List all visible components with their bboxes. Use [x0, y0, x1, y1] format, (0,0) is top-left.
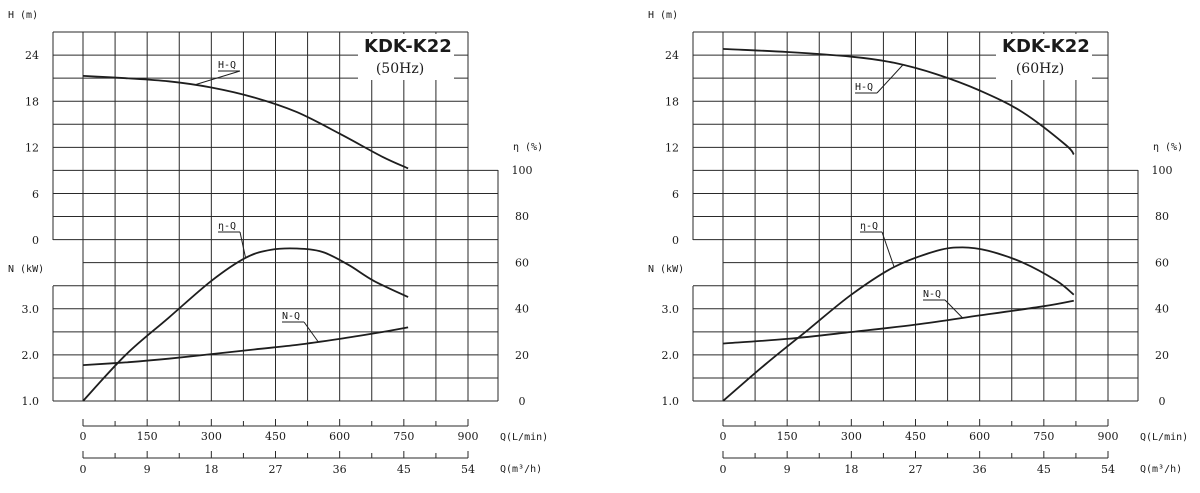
- eta-q-label: η-Q: [860, 221, 878, 232]
- q-m3h-tick-label: 36: [333, 463, 347, 476]
- h-q-label: H-Q: [218, 60, 236, 71]
- h-axis-label: H (m): [648, 10, 678, 21]
- h-tick-label: 12: [25, 142, 39, 155]
- chart-title: KDK-K22: [1002, 36, 1090, 57]
- n-tick-label: 3.0: [662, 303, 680, 316]
- eta-q-curve: [82, 247, 409, 402]
- q-m3h-axis-label: Q(m³/h): [500, 464, 542, 475]
- eta-q-leader: [239, 231, 247, 258]
- h-q-leader: [876, 64, 904, 94]
- q-m3h-tick-label: 54: [461, 463, 475, 476]
- eta-tick-label: 0: [519, 395, 526, 408]
- q-lmin-tick-label: 750: [393, 430, 414, 443]
- q-lmin-tick-label: 300: [841, 430, 862, 443]
- h-q-leader: [194, 70, 241, 86]
- eta-tick-label: 40: [515, 303, 529, 316]
- q-m3h-tick-label: 9: [784, 463, 791, 476]
- title-box: [358, 34, 454, 80]
- eta-tick-label: 60: [515, 256, 529, 269]
- h-q-label: H-Q: [855, 82, 873, 93]
- title-box: [996, 34, 1092, 80]
- q-lmin-tick-label: 450: [905, 430, 926, 443]
- n-q-label: N-Q: [282, 311, 300, 322]
- eta-tick-label: 20: [1155, 349, 1169, 362]
- q-m3h-tick-label: 18: [204, 463, 218, 476]
- h-tick-label: 0: [32, 234, 39, 247]
- eta-tick-label: 20: [515, 349, 529, 362]
- eta-tick-label: 80: [1155, 210, 1169, 223]
- eta-q-curve: [722, 246, 1075, 402]
- q-lmin-tick-label: 600: [329, 430, 350, 443]
- h-tick-label: 6: [672, 188, 679, 201]
- q-m3h-tick-label: 0: [720, 463, 727, 476]
- eta-tick-label: 40: [1155, 303, 1169, 316]
- h-tick-label: 18: [25, 95, 39, 108]
- h-q-curve: [82, 75, 409, 170]
- eta-tick-label: 0: [1159, 395, 1166, 408]
- n-tick-label: 2.0: [662, 349, 680, 362]
- chart-subtitle: (60Hz): [1016, 61, 1064, 77]
- chart-title: KDK-K22: [364, 36, 452, 57]
- h-tick-label: 0: [672, 234, 679, 247]
- eta-q-label: η-Q: [218, 221, 236, 232]
- q-m3h-tick-label: 18: [844, 463, 858, 476]
- q-lmin-tick-label: 0: [720, 430, 727, 443]
- q-lmin-tick-label: 900: [458, 430, 479, 443]
- q-lmin-axis-label: Q(L/min): [1140, 432, 1188, 443]
- h-q-curve: [722, 48, 1075, 156]
- h-tick-label: 18: [665, 95, 679, 108]
- q-m3h-tick-label: 45: [1037, 463, 1051, 476]
- n-q-leader: [944, 299, 963, 319]
- eta-tick-label: 100: [512, 164, 533, 177]
- eta-tick-label: 80: [515, 210, 529, 223]
- n-tick-label: 3.0: [22, 303, 40, 316]
- q-lmin-axis-label: Q(L/min): [500, 432, 548, 443]
- q-m3h-tick-label: 54: [1101, 463, 1115, 476]
- q-m3h-tick-label: 27: [269, 463, 283, 476]
- q-lmin-tick-label: 750: [1033, 430, 1054, 443]
- q-m3h-tick-label: 36: [973, 463, 987, 476]
- q-lmin-tick-label: 150: [137, 430, 158, 443]
- n-tick-label: 1.0: [22, 395, 40, 408]
- h-tick-label: 12: [665, 142, 679, 155]
- n-q-label: N-Q: [923, 289, 941, 300]
- n-q-leader: [303, 321, 319, 343]
- q-lmin-tick-label: 300: [201, 430, 222, 443]
- n-q-curve: [722, 299, 1074, 345]
- h-tick-label: 24: [25, 49, 39, 62]
- q-m3h-axis-label: Q(m³/h): [1140, 464, 1182, 475]
- q-lmin-tick-label: 150: [777, 430, 798, 443]
- q-lmin-tick-label: 900: [1098, 430, 1119, 443]
- h-axis-label: H (m): [8, 10, 38, 21]
- q-m3h-tick-label: 9: [144, 463, 151, 476]
- q-m3h-tick-label: 45: [397, 463, 411, 476]
- eta-axis-label: η (%): [1153, 142, 1183, 153]
- q-lmin-tick-label: 600: [969, 430, 990, 443]
- q-lmin-tick-label: 450: [265, 430, 286, 443]
- h-tick-label: 6: [32, 188, 39, 201]
- eta-tick-label: 60: [1155, 256, 1169, 269]
- n-q-curve: [82, 326, 409, 366]
- n-axis-label: N (kW): [648, 264, 684, 275]
- n-tick-label: 2.0: [22, 349, 40, 362]
- n-axis-label: N (kW): [8, 264, 44, 275]
- n-tick-label: 1.0: [662, 395, 680, 408]
- q-lmin-tick-label: 0: [80, 430, 87, 443]
- eta-tick-label: 100: [1152, 164, 1173, 177]
- q-m3h-tick-label: 27: [909, 463, 923, 476]
- eta-q-leader: [881, 231, 895, 268]
- eta-axis-label: η (%): [513, 142, 543, 153]
- chart-subtitle: (50Hz): [376, 61, 424, 77]
- h-tick-label: 24: [665, 49, 679, 62]
- q-m3h-tick-label: 0: [80, 463, 87, 476]
